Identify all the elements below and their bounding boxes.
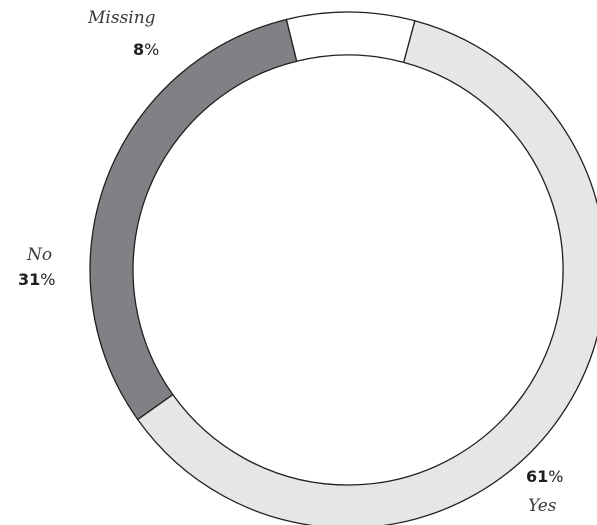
slice-label-no: No — [27, 245, 53, 265]
slice-label-missing: Missing — [88, 8, 156, 28]
slice-value-no: 31% — [18, 270, 56, 289]
slice-value-missing: 8% — [133, 40, 160, 59]
donut-slice-yes — [137, 20, 597, 525]
donut-slice-missing — [285, 11, 416, 63]
donut-slice-no — [89, 18, 298, 421]
slice-value-yes: 61% — [526, 467, 564, 486]
slice-label-yes: Yes — [528, 496, 557, 516]
